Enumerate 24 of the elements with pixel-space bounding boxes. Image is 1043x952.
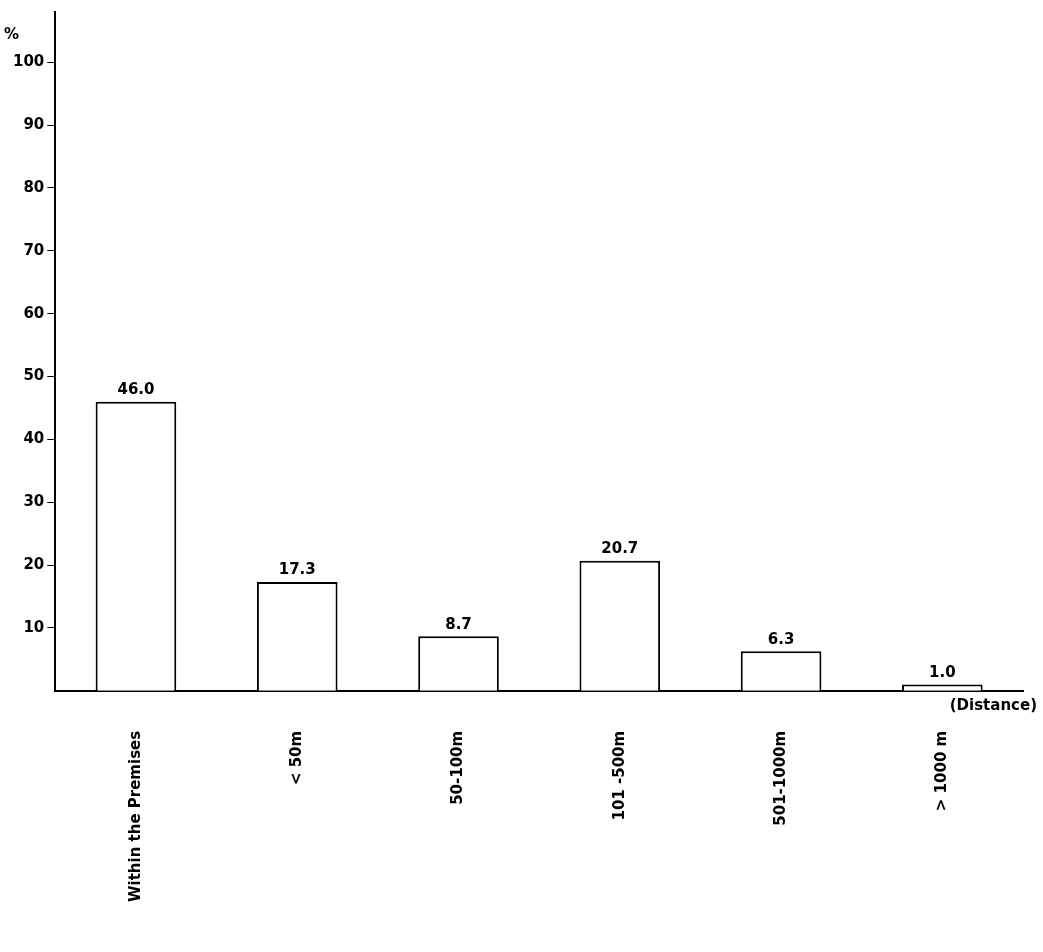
y-tick-label: 20	[23, 555, 45, 573]
data-label: 17.3	[278, 560, 316, 579]
y-tick-label: 60	[23, 303, 45, 322]
data-label: 46.0	[117, 380, 155, 399]
x-tick-label: 50-100m	[448, 730, 467, 805]
y-tick-label: 70	[23, 240, 45, 259]
data-label: 8.7	[445, 614, 472, 633]
data-label: 6.3	[767, 629, 795, 648]
y-tick-label: 100	[13, 52, 45, 71]
x-tick-label: Within the Premises	[125, 730, 144, 903]
data-label: 20.7	[601, 539, 639, 558]
data-label: 1.0	[929, 662, 956, 681]
x-tick-label: 101 -500m	[609, 730, 628, 821]
y-tick-label: 90	[23, 115, 45, 134]
x-tick-label: < 50m	[287, 730, 306, 786]
y-tick-label: 30	[23, 492, 45, 511]
x-tick-label: 501-1000m	[770, 730, 789, 826]
y-tick-label: 40	[23, 429, 45, 448]
y-tick-label: 80	[23, 177, 45, 196]
x-axis-title: (Distance)	[949, 696, 1037, 715]
y-tick-label: 50	[23, 366, 45, 385]
x-tick-label: > 1000 m	[932, 730, 951, 812]
y-tick-label: 10	[23, 617, 45, 636]
y-axis-title: %	[4, 25, 20, 44]
